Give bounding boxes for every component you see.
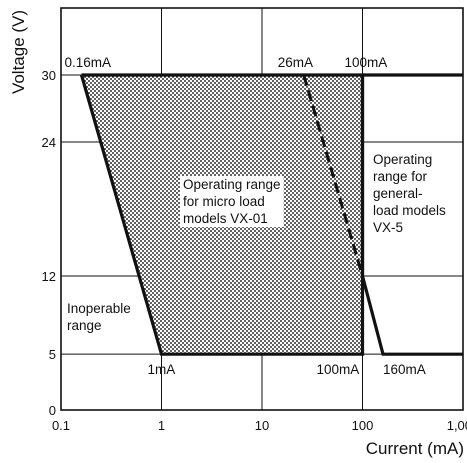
x-tick-label-1-000: 1,000 (447, 418, 467, 433)
annotation-100ma-3: 100mA (345, 55, 388, 70)
annotation-160ma-6: 160mA (383, 362, 426, 377)
y-tick-label-0: 0 (49, 403, 56, 418)
tick-labels: 0.1 1 10 100 1,000 0 5 12 24 30 (42, 68, 467, 433)
x-tick-label-100: 100 (352, 418, 374, 433)
region-label-inoperable: Inoperable range (67, 301, 131, 333)
region-label-general-load-background (370, 151, 450, 236)
y-tick-label-12: 12 (42, 269, 56, 284)
series-line-1 (79, 73, 365, 356)
y-tick-label-5: 5 (49, 347, 56, 362)
region-label-micro-load-line-2: for micro load (183, 194, 265, 209)
region-label-micro-load-line-3: models VX-01 (183, 211, 268, 226)
annotation-100ma-5: 100mA (317, 362, 360, 377)
region-label-inoperable-line-1: Inoperable (67, 301, 131, 316)
region-label-general-load-line-5: VX-5 (373, 220, 403, 235)
region-labels: Operating range for micro load models VX-0… (67, 151, 450, 333)
region-label-micro-load-background (180, 176, 284, 227)
region-label-micro-load: Operating range for micro load models VX-0… (180, 176, 284, 227)
x-tick-label-10: 10 (255, 418, 269, 433)
annotation-0-16ma-1: 0.16mA (65, 55, 112, 70)
annotation-26ma-2: 26mA (278, 55, 313, 70)
series-line-2 (360, 75, 463, 356)
region-label-general-load-line-1: Operating (373, 152, 432, 167)
region-label-general-load-line-3: general- (373, 186, 423, 201)
y-axis-title: Voltage (V) (9, 10, 28, 94)
point-annotations: 0.16mA 26mA 100mA 1mA 100mA 160mA (65, 55, 426, 377)
y-tick-label-24: 24 (42, 135, 56, 150)
plot-frame (60, 7, 464, 411)
region-label-micro-load-line-1: Operating range (183, 177, 281, 192)
region-label-general-load: Operating range for general-load models VX-… (370, 151, 450, 236)
region-label-general-load-line-4: load models (373, 203, 446, 218)
plot-border (60, 7, 464, 411)
x-tick-label-1: 1 (158, 418, 165, 433)
y-tick-label-30: 30 (42, 68, 56, 83)
x-axis-title: Current (mA) (366, 439, 464, 458)
series-lines (79, 73, 463, 356)
dashed-boundary-line (302, 74, 364, 277)
region-label-general-load-line-2: range for (373, 169, 428, 184)
region-label-inoperable-line-2: range (67, 318, 102, 333)
annotation-1ma-4: 1mA (148, 362, 176, 377)
x-tick-label-0-1: 0.1 (52, 418, 70, 433)
